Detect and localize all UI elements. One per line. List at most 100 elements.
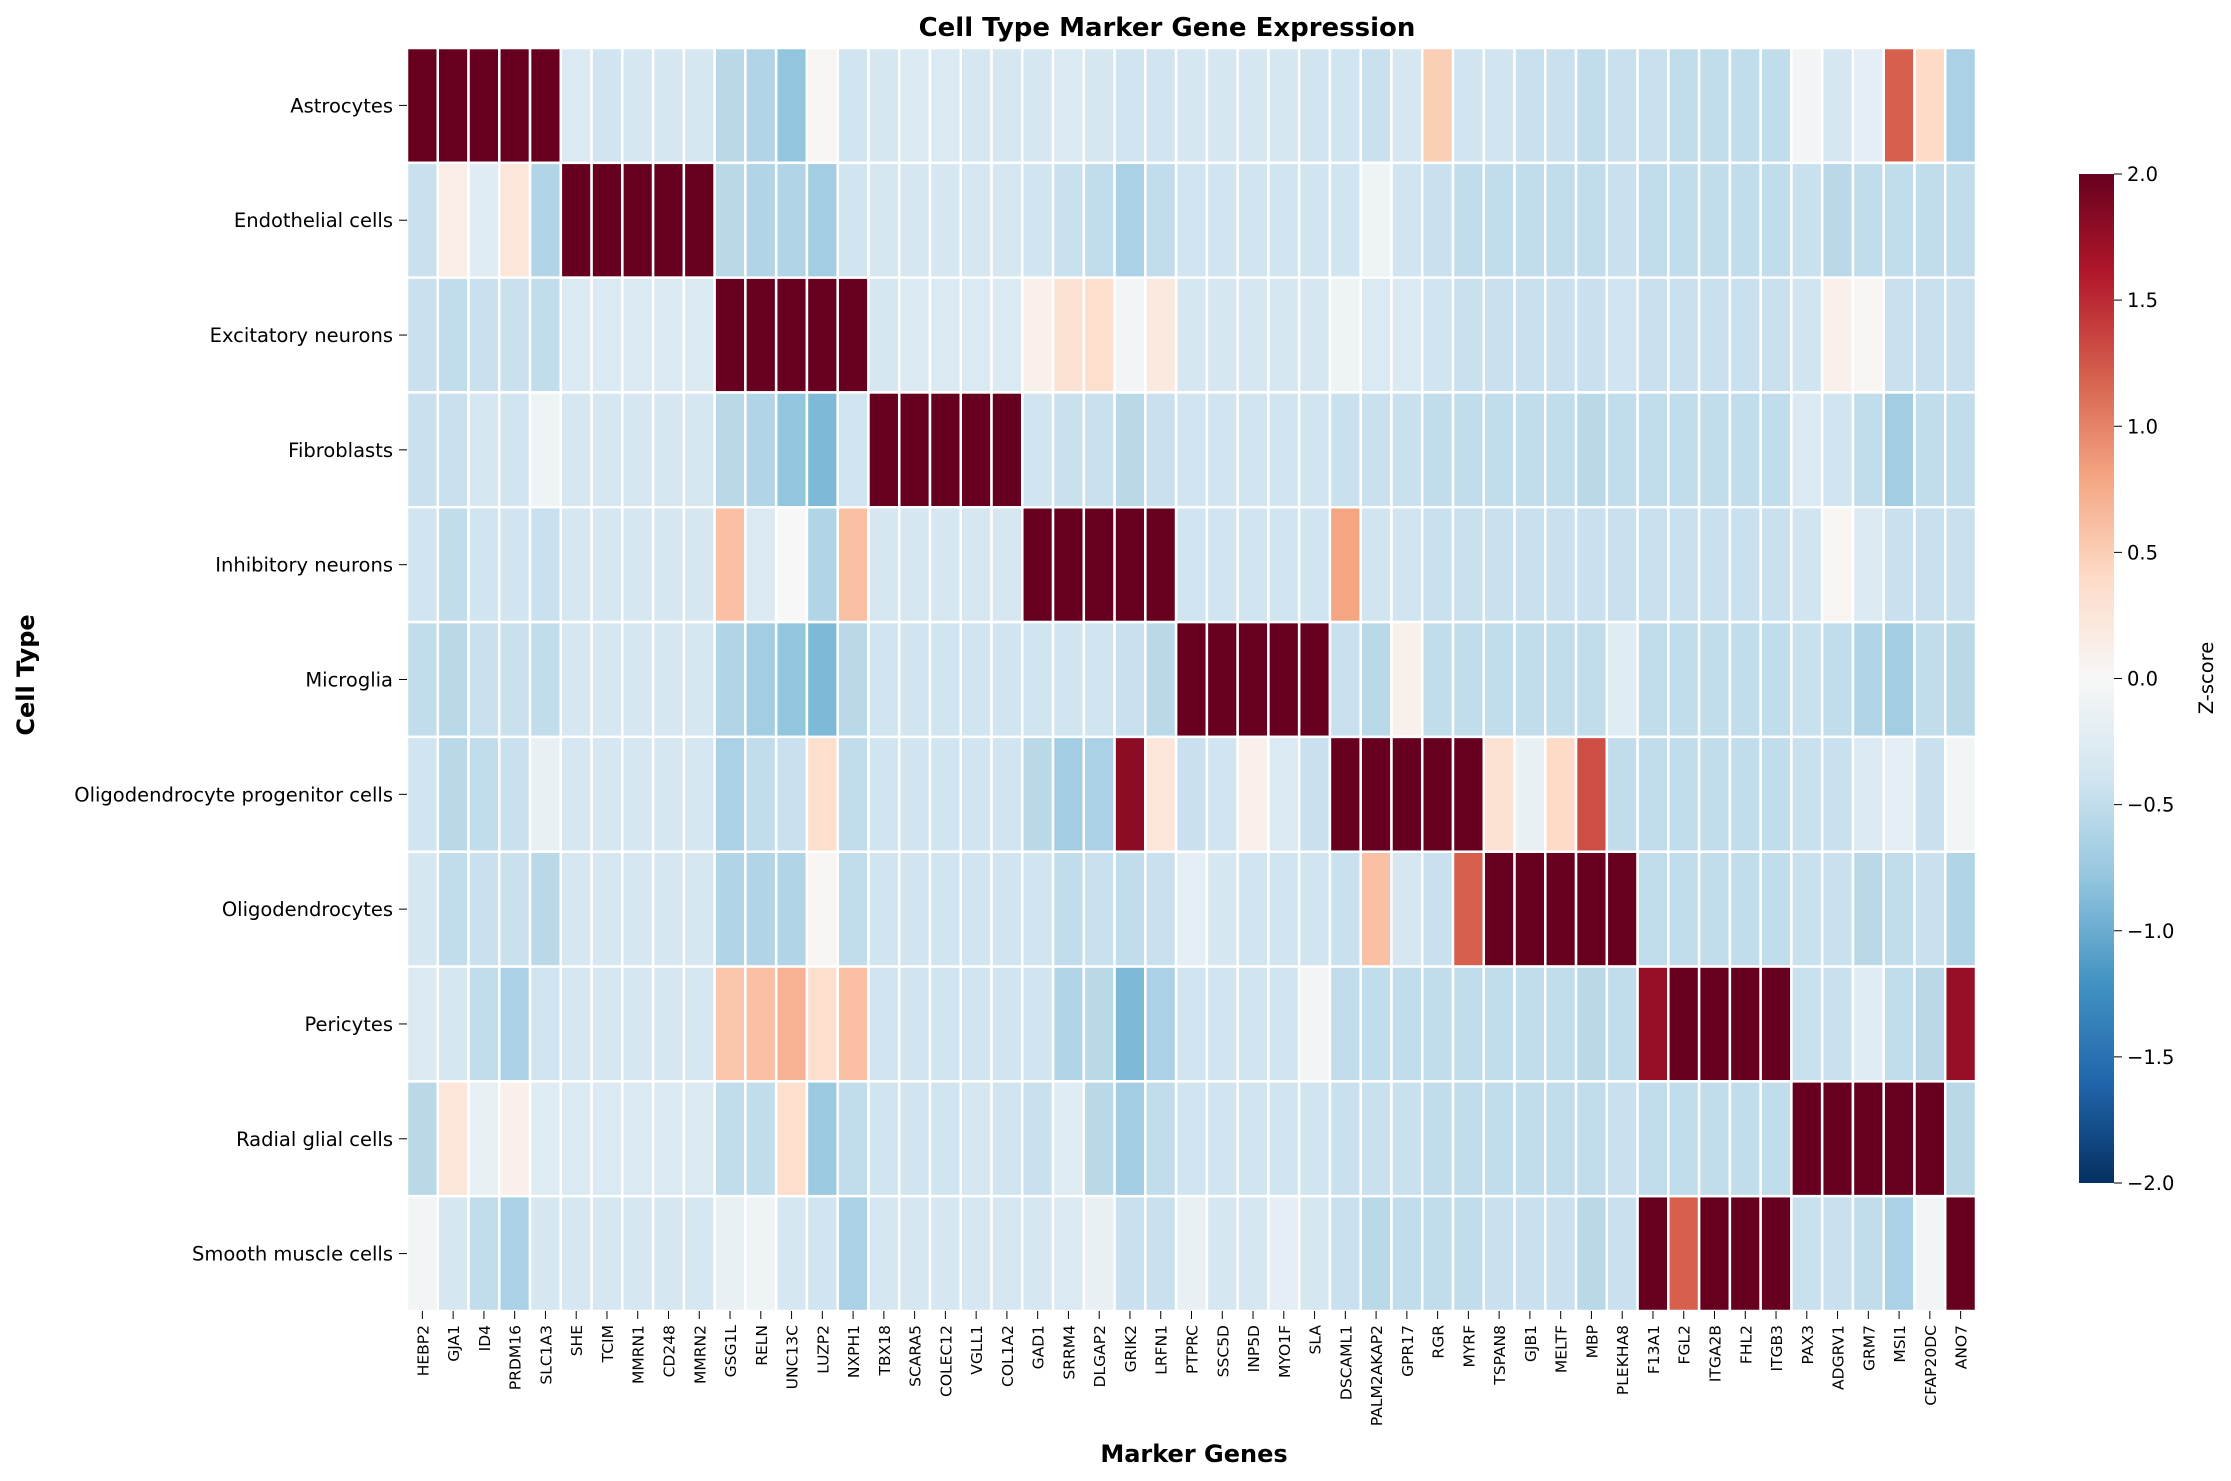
heatmap-cell [1667, 965, 1701, 1083]
heatmap-cell [1236, 735, 1270, 853]
heatmap-cell [590, 735, 624, 853]
heatmap-cell [1820, 161, 1855, 279]
heatmap-cell [498, 620, 532, 739]
heatmap-cell [1297, 46, 1332, 165]
heatmap-cell [990, 1080, 1024, 1198]
heatmap-cell [1420, 46, 1455, 165]
x-tick-label: ID4 [476, 1325, 494, 1351]
heatmap-cell [1605, 391, 1639, 509]
y-tick-label: Inhibitory neurons [215, 554, 393, 577]
heatmap-cell [1113, 620, 1147, 739]
heatmap-cell [1021, 1080, 1055, 1198]
heatmap-cell [1851, 850, 1885, 968]
heatmap-cell [405, 965, 440, 1083]
heatmap-cell [1205, 1194, 1239, 1313]
heatmap-cell [897, 735, 932, 853]
heatmap-cell [1882, 850, 1916, 968]
heatmap-cell [1759, 850, 1793, 968]
heatmap-cell [959, 1080, 993, 1198]
heatmap-cell [713, 735, 747, 853]
heatmap-cell [1913, 391, 1947, 509]
heatmap-cell [805, 850, 839, 968]
colorbar-tick-label: 0.5 [2127, 541, 2158, 564]
heatmap-cell [1297, 1080, 1332, 1198]
heatmap-cell [1144, 276, 1178, 394]
x-tick-label: SRRM4 [1060, 1325, 1078, 1380]
heatmap-cell [1943, 276, 1978, 394]
heatmap-cell [1636, 506, 1670, 624]
heatmap-cell [1113, 161, 1147, 279]
heatmap-cell [1113, 1080, 1147, 1198]
heatmap-cell [1913, 1080, 1947, 1198]
heatmap-cell [528, 965, 563, 1083]
heatmap-cell [836, 965, 870, 1083]
heatmap-cell [1113, 850, 1147, 968]
heatmap-cell [436, 506, 470, 624]
heatmap-cell [867, 506, 901, 624]
heatmap-cell [651, 620, 686, 739]
heatmap-cell [621, 620, 655, 739]
x-tick-label: UNC13C [784, 1325, 802, 1389]
heatmap-cell [1544, 850, 1578, 968]
heatmap-cell [528, 1194, 563, 1313]
y-tick-label: Radial glial cells [236, 1128, 393, 1151]
heatmap-cell [1205, 506, 1239, 624]
heatmap-cell [590, 965, 624, 1083]
heatmap-cell [1420, 161, 1455, 279]
heatmap-cell [744, 965, 778, 1083]
heatmap-cell [1205, 850, 1239, 968]
y-axis-label: Cell Type [12, 614, 40, 735]
heatmap-cell [436, 1194, 470, 1313]
heatmap-cell [1513, 46, 1547, 165]
x-tick-label: LUZP2 [814, 1325, 832, 1374]
heatmap-cell [1144, 965, 1178, 1083]
y-tick-label: Astrocytes [290, 94, 393, 117]
heatmap-cell [713, 46, 747, 165]
heatmap-cell [1544, 506, 1578, 624]
heatmap-cell [1482, 161, 1516, 279]
heatmap-cell [1851, 620, 1885, 739]
heatmap-cell [1790, 1194, 1824, 1313]
heatmap-cell [1205, 1080, 1239, 1198]
heatmap-cell [1943, 620, 1978, 739]
heatmap-cell [1451, 161, 1486, 279]
heatmap-cell [1482, 506, 1516, 624]
heatmap-cell [1082, 46, 1116, 165]
x-tick-label: ADGRV1 [1830, 1325, 1848, 1390]
x-tick-label: NXPH1 [845, 1325, 863, 1378]
heatmap-cell [1021, 46, 1055, 165]
heatmap-cell [805, 506, 839, 624]
heatmap-cell [1728, 46, 1762, 165]
heatmap-cell [1021, 391, 1055, 509]
heatmap-cell [1574, 161, 1609, 279]
heatmap-cell [1697, 735, 1732, 853]
heatmap-cell [1482, 850, 1516, 968]
heatmap-cell [1359, 506, 1393, 624]
heatmap-cell [1697, 161, 1732, 279]
heatmap-cell [405, 1194, 440, 1313]
heatmap-cell [682, 161, 716, 279]
heatmap-cell [1174, 1194, 1209, 1313]
heatmap-cell [867, 850, 901, 968]
heatmap-cell [621, 1080, 655, 1198]
x-tick-labels: HEBP2 GJA1 ID4 PRDM16 SLC1A3 SHE TCIM MMRN1 CD24… [414, 1311, 1971, 1426]
heatmap-cell [1544, 1194, 1578, 1313]
heatmap-cell [1144, 391, 1178, 509]
heatmap-cell [1697, 46, 1732, 165]
heatmap-cell [1267, 965, 1301, 1083]
heatmap-cell [1144, 506, 1178, 624]
heatmap-cell [1605, 965, 1639, 1083]
heatmap-cell [805, 1080, 839, 1198]
heatmap-cell [1267, 1080, 1301, 1198]
heatmap-cell [744, 391, 778, 509]
heatmap-cell [559, 276, 593, 394]
heatmap-cell [1420, 506, 1455, 624]
heatmap-cell [498, 1194, 532, 1313]
x-tick-label: VGLL1 [968, 1325, 986, 1375]
heatmap-cell [1943, 1080, 1978, 1198]
heatmap-cell [805, 161, 839, 279]
x-tick-label: CD248 [661, 1325, 679, 1377]
heatmap-cell [1574, 1194, 1609, 1313]
heatmap-cell [1390, 391, 1424, 509]
heatmap-cell [1513, 161, 1547, 279]
